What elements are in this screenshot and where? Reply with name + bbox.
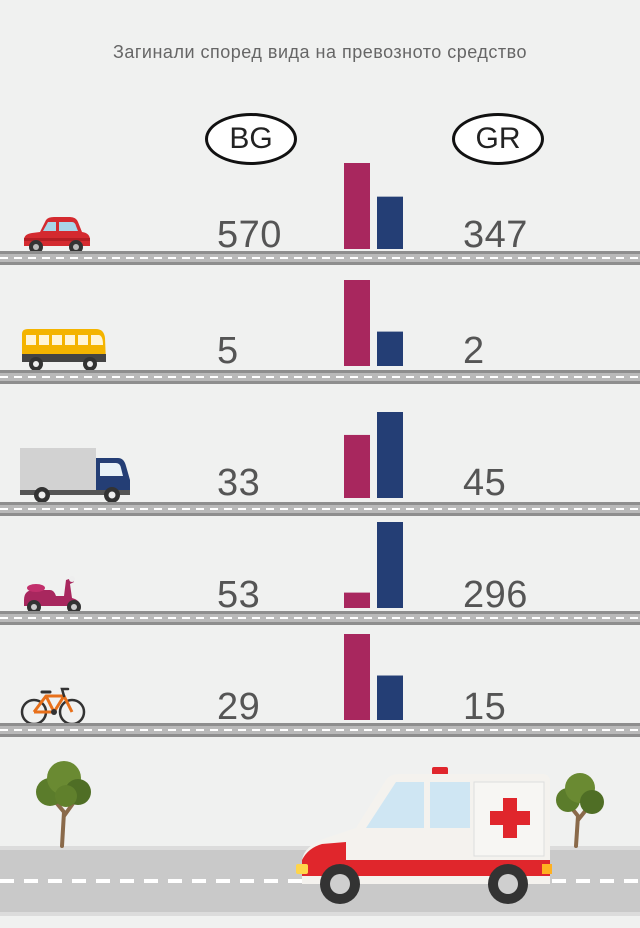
bg-value-bus: 5 [217,330,239,372]
road-3 [0,502,640,516]
bar-bg-car [344,163,370,249]
scooter-icon [24,576,81,614]
gr-value-bicycle: 15 [463,686,507,728]
bar-bg-bicycle [344,634,370,720]
bg-value-truck: 33 [217,462,261,504]
road-4 [0,611,640,625]
bar-bg-scooter [344,592,370,608]
car-icon [24,217,90,254]
truck-icon [20,448,130,503]
ambulance-icon [296,767,552,904]
page-title: Загинали според вида на превозното средс… [112,42,528,62]
bar-bg-bus [344,280,370,366]
country-label-gr: GR [452,113,544,165]
road-5 [0,723,640,737]
road-2 [0,370,640,384]
bg-value-bicycle: 29 [217,686,261,728]
tree-icon [36,761,91,848]
bar-gr-bicycle [377,675,403,720]
bar-gr-scooter [377,522,403,608]
bar-gr-bus [377,331,403,366]
bg-value-car: 570 [217,214,282,256]
tree-icon-right [556,773,604,848]
bg-value-scooter: 53 [217,574,261,616]
bar-bg-truck [344,434,370,498]
gr-value-bus: 2 [463,330,485,372]
gr-value-car: 347 [463,214,528,256]
bus-icon [22,329,106,371]
bicycle-icon [20,687,86,726]
gr-value-truck: 45 [463,462,507,504]
gr-value-scooter: 296 [463,574,528,616]
bar-gr-car [377,196,403,249]
bar-gr-truck [377,412,403,498]
country-label-bg: BG [205,113,297,165]
road-1 [0,251,640,265]
